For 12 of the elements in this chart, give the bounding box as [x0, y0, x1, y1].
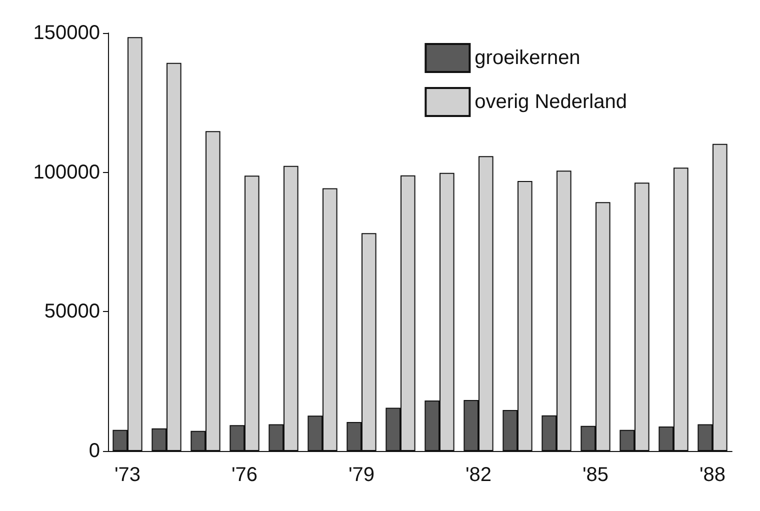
y-tick-label: 50000 — [44, 300, 100, 323]
legend-label: groeikernen — [474, 47, 580, 69]
y-tick-label: 0 — [88, 440, 100, 462]
x-tick-label: '82 — [465, 464, 492, 486]
x-tick-label: '73 — [114, 464, 141, 486]
legend-label: overig Nederland — [474, 91, 628, 113]
y-tick-label: 100000 — [33, 161, 100, 184]
x-tick-label: '88 — [699, 464, 726, 486]
y-tick-label: 150000 — [33, 22, 100, 44]
x-tick-label: '76 — [231, 464, 258, 486]
x-tick-label: '79 — [348, 464, 375, 486]
x-tick-label: '85 — [582, 464, 609, 486]
